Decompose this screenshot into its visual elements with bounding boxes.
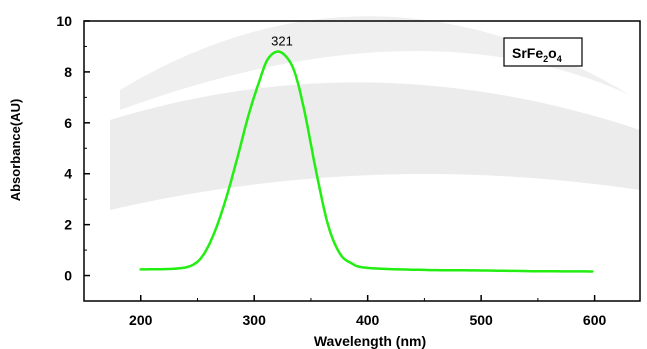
y-tick-label: 10: [56, 13, 72, 29]
legend-sub2: 4: [557, 54, 562, 64]
y-axis-title: Absorbance(AU): [8, 99, 23, 202]
x-tick-label: 200: [129, 312, 153, 328]
y-tick-label: 2: [64, 217, 72, 233]
legend-mid: o: [548, 45, 557, 61]
x-tick-label: 300: [243, 312, 267, 328]
y-tick-label: 8: [64, 64, 72, 80]
x-tick-label: 500: [469, 312, 493, 328]
y-tick-label: 6: [64, 115, 72, 131]
y-tick-label: 0: [64, 268, 72, 284]
x-tick-label: 400: [356, 312, 380, 328]
peak-annotation: 321: [271, 34, 293, 49]
x-axis-title: Wavelength (nm): [314, 333, 426, 349]
watermark: [110, 16, 640, 210]
y-axis-ticks: 0 2 4 6 8 10: [56, 13, 90, 284]
plot-frame: [83, 20, 641, 302]
y-tick-label: 4: [64, 166, 72, 182]
legend-sub1: 2: [543, 54, 548, 64]
watermark-arc: [120, 16, 630, 110]
x-axis-ticks: 200 300 400 500 600: [129, 295, 607, 328]
legend-formula: SrFe2o4: [512, 45, 562, 64]
legend-box: SrFe2o4: [503, 37, 583, 67]
legend-frame: [503, 37, 583, 67]
series-line: [139, 50, 594, 273]
legend-base: SrFe: [512, 45, 543, 61]
watermark-band: [110, 82, 640, 210]
x-tick-label: 600: [583, 312, 607, 328]
